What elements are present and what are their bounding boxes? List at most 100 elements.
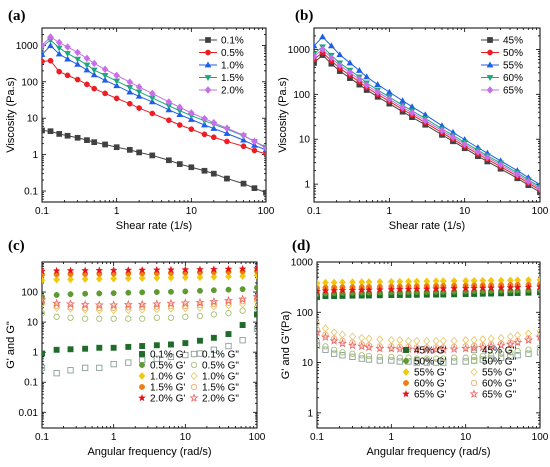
data-point [52,266,61,275]
data-point [101,72,109,79]
data-point [210,125,218,131]
series-10 [42,291,257,309]
data-point [388,343,395,350]
data-point [525,346,532,353]
data-point [329,336,339,345]
data-point [450,336,458,345]
data-point [399,103,406,112]
y-axis-title: Viscosity (Pa.s) [277,77,289,153]
data-point [451,358,458,365]
data-point [96,344,103,351]
data-point [113,95,120,102]
data-point [348,286,357,294]
data-point [102,90,108,97]
legend-marker [486,61,494,68]
y-axis-title: G' and G"(Pa) [280,311,292,379]
data-point [96,304,103,311]
data-point [513,337,523,347]
data-point [239,297,246,305]
data-point [139,356,146,364]
data-point [109,300,119,309]
data-point [110,274,118,283]
data-point [210,346,218,353]
series-4 [317,338,540,362]
data-point [95,266,104,274]
data-point [438,344,448,354]
data-point [507,353,514,360]
x-tick-label: 100 [258,206,275,217]
data-point [395,344,405,354]
data-point [339,337,346,345]
data-point [180,298,190,307]
data-point [53,292,60,298]
legend: 45% G' 45% G"50% G' 50% G"55% G' 55% G"60% … [402,346,517,401]
data-point [167,353,175,360]
legend-item: 0.5% G' [139,361,185,372]
legend-label: 0.1% [221,36,244,47]
data-point [322,346,329,353]
data-point [81,266,90,274]
data-point [497,161,504,169]
data-point [83,66,91,73]
y-axis-title: G' and G" [5,321,17,369]
data-point [196,350,204,357]
data-point [201,167,208,174]
data-point [358,355,365,362]
data-point [525,177,532,186]
legend-label: 45% G' [414,346,447,357]
data-point [251,185,258,192]
legend-label: 50% G' [414,357,447,368]
data-point [496,340,506,350]
x-tick-label: 1 [111,432,117,443]
data-point [253,295,257,302]
data-point [339,349,346,356]
data-point [53,275,60,284]
data-point [451,343,458,351]
panel-3: (c) 0.1 1 10 100 0.01 0.1 1 10 100 Angular frequen… [5,238,266,458]
data-point [182,351,189,359]
legend-item: 1.5% [199,73,244,84]
data-point [439,336,447,345]
y-axis-title: Viscosity (Pa.s) [5,77,17,153]
data-point [432,344,440,351]
data-point [252,291,257,301]
data-point [376,343,383,350]
data-point [336,61,344,70]
data-point [47,33,54,41]
data-point [239,286,246,293]
legend-marker [470,367,478,377]
series-9 [317,282,540,295]
panel-label: (c) [8,238,25,254]
data-point [423,336,431,345]
data-point [113,71,120,80]
data-point [385,88,393,95]
data-point [96,364,103,372]
legend-label: 55% G" [482,368,517,379]
data-point [327,42,335,49]
series-5 [42,271,257,284]
data-point [94,300,104,309]
plot-frame [41,261,258,429]
data-point [153,274,161,282]
data-point [67,367,74,374]
data-point [110,360,117,368]
x-tick-label: 1 [114,206,120,217]
data-point [182,313,189,320]
x-tick-label: 1 [387,206,393,217]
legend-marker [402,389,410,398]
data-point [413,355,420,362]
data-point [399,97,406,104]
data-point [126,100,133,107]
data-point [188,126,195,133]
legend-item: 1.0% [199,61,244,72]
data-point [101,65,109,74]
data-point [224,138,230,145]
data-point [450,284,459,292]
data-point [506,332,514,341]
legend-item: 65% G' [402,389,447,401]
data-point [210,300,218,308]
data-point [240,180,247,187]
data-point [187,116,195,122]
data-point [225,272,232,281]
data-point [479,342,486,349]
